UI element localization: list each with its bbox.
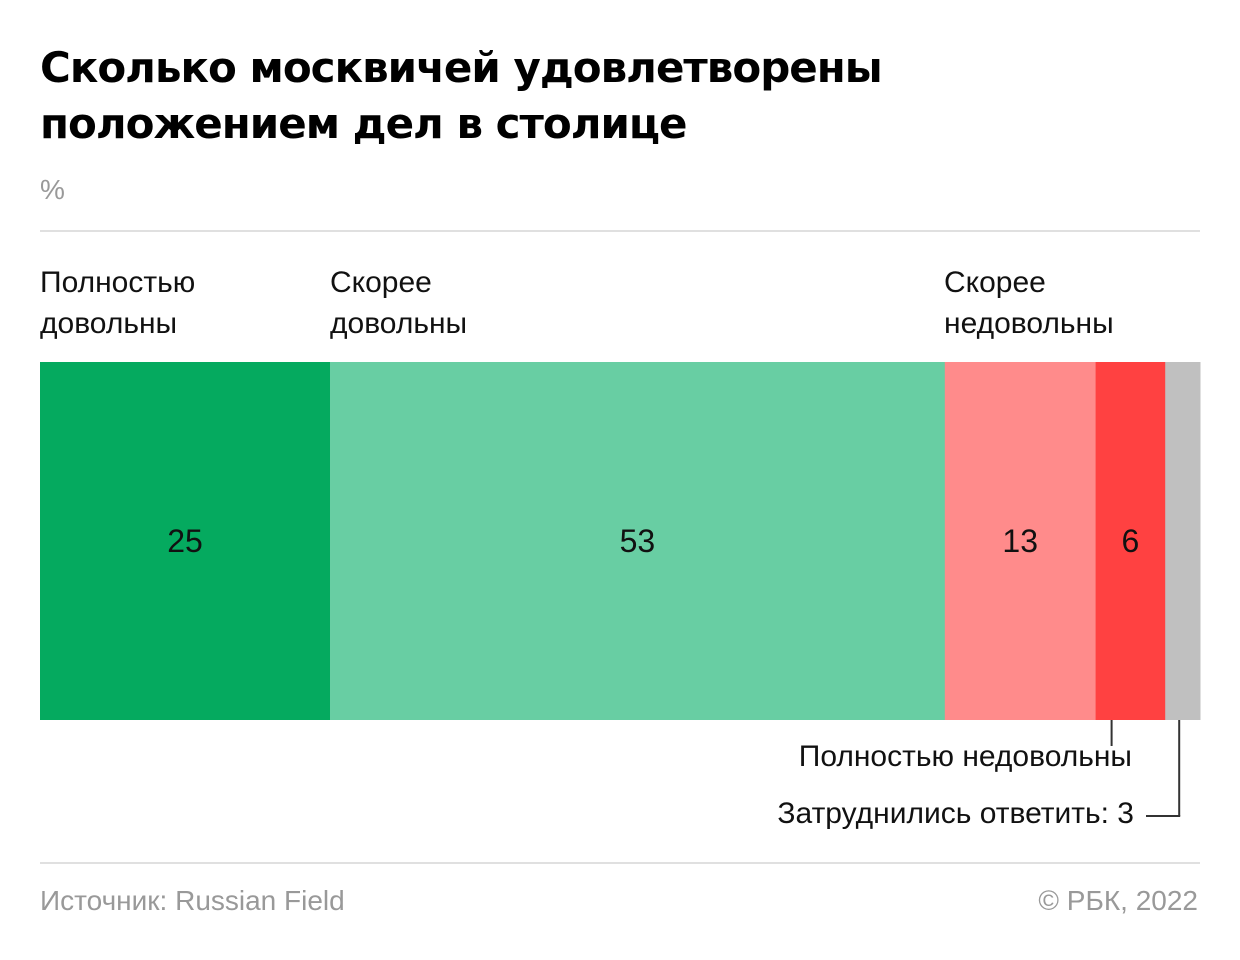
- source-note: Источник: Russian Field: [40, 885, 345, 916]
- bar-segment: [1095, 362, 1166, 720]
- bar-segment: [944, 362, 1097, 720]
- bar-segment: [40, 362, 331, 720]
- bar-value-label: 6: [1122, 523, 1140, 559]
- category-label-line: Полностью: [40, 266, 196, 299]
- category-label-rather-satisfied: Скорее довольны: [330, 262, 467, 344]
- category-label-line: недовольны: [944, 307, 1114, 340]
- top-divider: [40, 230, 1200, 232]
- label-no-answer: Затруднились ответить: 3: [777, 797, 1134, 830]
- chart-title-line-2: положением дел в столице: [40, 99, 688, 148]
- bar-segment: [330, 362, 946, 720]
- bottom-divider: [40, 862, 1200, 864]
- bar-segment: [1165, 362, 1201, 720]
- unit-label: %: [40, 174, 65, 205]
- label-fully-dissatisfied: Полностью недовольны: [798, 740, 1132, 773]
- chart-title: Сколько москвичей удовлетворены положени…: [40, 40, 1040, 152]
- bar-value-label: 53: [620, 523, 656, 559]
- category-label-rather-dissatisfied: Скорее недовольны: [944, 262, 1114, 344]
- category-label-line: Скорее: [330, 266, 432, 299]
- copyright-note: © РБК, 2022: [1038, 885, 1198, 916]
- bar-value-label: 13: [1002, 523, 1038, 559]
- bar-value-label: 25: [167, 523, 203, 559]
- category-label-line: Скорее: [944, 266, 1046, 299]
- chart-title-line-1: Сколько москвичей удовлетворены: [40, 43, 883, 92]
- category-label-line: довольны: [330, 307, 468, 340]
- category-label-line: довольны: [40, 307, 178, 340]
- category-label-fully-satisfied: Полностью довольны: [40, 262, 195, 344]
